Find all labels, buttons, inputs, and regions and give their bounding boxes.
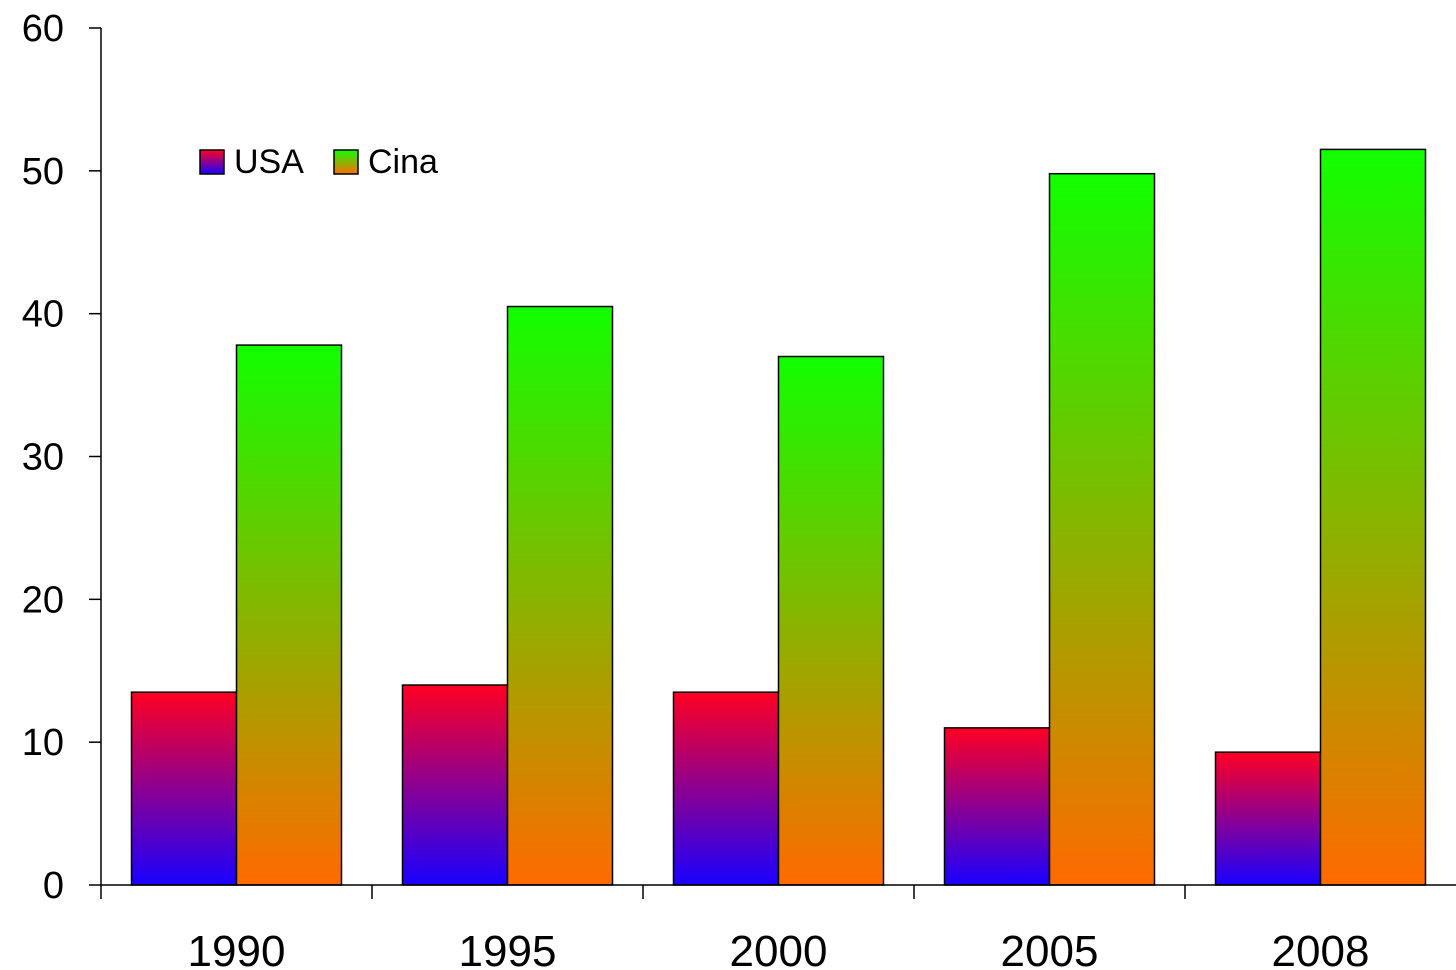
- bar-usa-2000: [672, 691, 780, 886]
- bar-usa-2005: [943, 727, 1051, 886]
- bar-usa-1995: [401, 684, 509, 886]
- legend-label-cina: Cina: [368, 143, 438, 181]
- y-tick-label: 60: [22, 8, 64, 50]
- bar-cina-2005: [1048, 172, 1156, 886]
- bars-layer: [130, 148, 1427, 886]
- y-tick-label: 0: [43, 865, 64, 907]
- legend-swatch-cina: [333, 149, 359, 175]
- x-ticks: 1990 1995 2000 2005 2008: [100, 885, 1370, 970]
- y-tick-label: 30: [22, 437, 64, 479]
- y-tick-label: 50: [22, 151, 64, 193]
- bar-cina-1990: [235, 344, 343, 886]
- x-tick-label: 2005: [1001, 927, 1099, 970]
- y-tick-label: 10: [22, 722, 64, 764]
- legend: USA Cina: [199, 143, 438, 181]
- legend-label-usa: USA: [234, 143, 304, 181]
- bar-usa-2008: [1214, 751, 1322, 886]
- bar-cina-1995: [506, 305, 614, 886]
- x-tick-label: 1995: [459, 927, 557, 970]
- bar-cina-2000: [777, 355, 885, 886]
- x-tick-label: 1990: [188, 927, 286, 970]
- x-tick-label: 2000: [730, 927, 828, 970]
- bar-cina-2008: [1319, 148, 1427, 886]
- y-tick-label: 20: [22, 579, 64, 621]
- bar-usa-1990: [130, 691, 238, 886]
- y-tick-label: 40: [22, 294, 64, 336]
- x-tick-label: 2008: [1272, 927, 1370, 970]
- legend-swatch-usa: [199, 149, 225, 175]
- y-ticks: 0 10 20 30 40 50 60: [22, 8, 101, 907]
